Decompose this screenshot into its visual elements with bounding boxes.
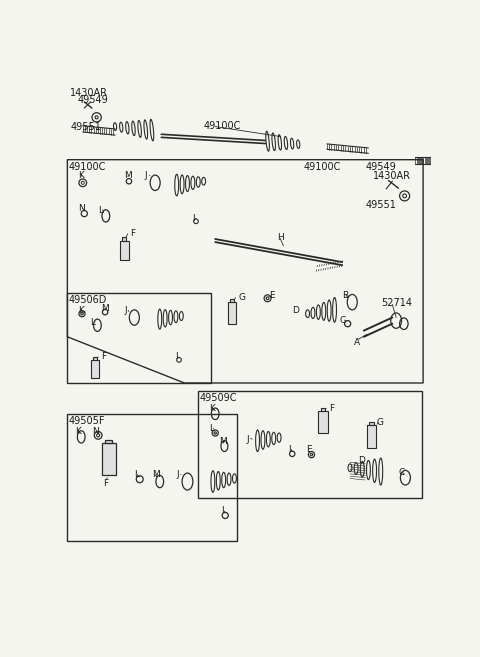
Text: 49100C: 49100C (69, 162, 106, 172)
Text: 49100C: 49100C (204, 121, 241, 131)
Text: K: K (75, 427, 81, 436)
Text: 49509C: 49509C (200, 393, 237, 403)
Text: 49551: 49551 (365, 200, 396, 210)
Text: M: M (124, 171, 132, 180)
Text: I: I (288, 445, 291, 453)
Text: K: K (78, 171, 84, 180)
Text: M: M (219, 437, 227, 446)
Text: C: C (340, 316, 346, 325)
Bar (102, 443, 116, 476)
Bar (369, 422, 374, 425)
Text: K: K (78, 306, 84, 315)
Text: C: C (398, 468, 405, 477)
Bar (122, 237, 126, 240)
Bar (120, 240, 129, 260)
Text: M: M (101, 304, 109, 313)
Text: L: L (209, 424, 214, 433)
Text: K: K (209, 404, 215, 413)
Text: 49506D: 49506D (69, 295, 107, 306)
Text: 52714: 52714 (381, 298, 412, 308)
Text: J: J (124, 306, 127, 315)
Text: 49549: 49549 (77, 95, 108, 105)
Text: 49551: 49551 (71, 122, 101, 132)
Bar (367, 425, 376, 449)
Text: I: I (175, 352, 178, 361)
Text: 49549: 49549 (365, 162, 396, 172)
Text: 1430AR: 1430AR (71, 88, 108, 98)
Bar (106, 440, 112, 443)
Text: I: I (192, 214, 195, 223)
Text: L: L (134, 470, 139, 479)
Bar (91, 360, 99, 378)
Text: J: J (144, 171, 147, 180)
Text: J: J (246, 434, 249, 443)
Bar (318, 411, 328, 433)
Bar (321, 409, 325, 411)
Text: G: G (238, 293, 245, 302)
Text: N: N (78, 204, 85, 213)
Text: L: L (90, 317, 96, 327)
Text: F: F (104, 479, 108, 488)
Text: H: H (277, 233, 284, 242)
Bar (230, 299, 234, 302)
Text: 49505F: 49505F (69, 416, 106, 426)
Text: A: A (354, 338, 360, 348)
Text: L: L (98, 206, 103, 215)
Text: E: E (306, 445, 312, 453)
Text: D: D (292, 306, 299, 315)
Bar (93, 357, 97, 360)
Text: J: J (177, 470, 180, 479)
Text: N: N (92, 427, 99, 436)
Text: D: D (358, 456, 364, 465)
Bar (228, 302, 236, 324)
Text: 1430AR: 1430AR (373, 171, 411, 181)
Text: M: M (152, 470, 160, 479)
Text: F: F (131, 229, 136, 238)
Text: I: I (221, 506, 224, 515)
Text: G: G (377, 418, 384, 426)
Text: B: B (342, 290, 348, 300)
Text: F: F (329, 404, 334, 413)
Text: 49100C: 49100C (304, 162, 341, 172)
Text: E: E (269, 290, 275, 300)
Text: F: F (101, 352, 107, 361)
